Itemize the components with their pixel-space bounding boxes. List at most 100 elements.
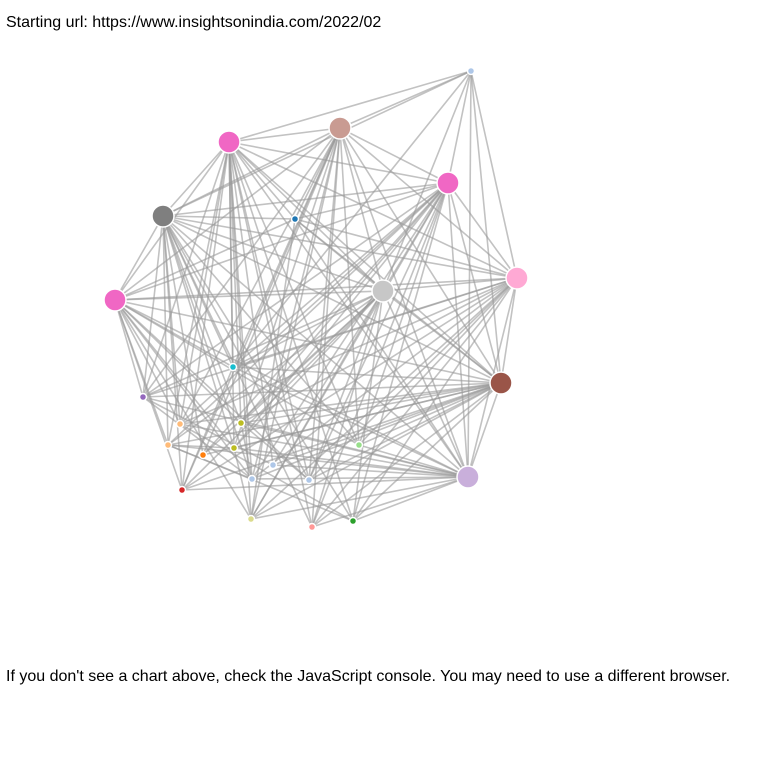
graph-edge [202,290,384,456]
graph-edge [142,215,164,398]
graph-edge [447,182,502,384]
graph-edge [240,382,502,424]
graph-node[interactable] [236,418,246,428]
graph-node[interactable] [348,516,358,526]
graph-edge [447,70,472,184]
graph-node[interactable] [198,450,208,460]
graph-edge [447,182,469,478]
graph-edge [162,215,518,279]
graph-edge [162,215,242,424]
graph-edge [470,70,502,384]
graph-edge [251,476,469,480]
graph-node[interactable] [138,392,148,402]
graph-node[interactable] [466,66,476,76]
graph-edge [114,299,144,398]
graph-edge [162,215,204,456]
graph-edge [308,290,384,481]
graph-node[interactable] [456,465,480,489]
graph-edge [114,127,341,301]
graph-edge [114,299,310,481]
graph-edge [162,141,230,217]
graph-edge [167,444,354,522]
graph-edge [228,141,469,478]
graph-edge [232,70,472,368]
graph-edge [447,182,518,279]
graph-edge [202,182,449,456]
graph-edge [467,70,472,478]
chart-fallback-message: If you don't see a chart above, check th… [6,668,731,685]
graph-edge [228,141,360,446]
graph-node[interactable] [371,279,395,303]
graph-edge [167,290,384,446]
graph-node[interactable] [290,214,300,224]
graph-node[interactable] [163,440,173,450]
graph-edge [358,277,518,446]
graph-edge [240,422,253,480]
graph-edge [250,218,296,520]
graph-edge [339,127,469,478]
graph-edge [162,215,235,449]
starting-url-label: Starting url: https://www.insightsonindi… [6,14,382,31]
graph-edge [358,444,469,478]
graph-edge [358,382,502,446]
graph-edge [251,382,502,480]
graph-edge [339,127,518,279]
graph-node[interactable] [175,419,185,429]
graph-edge [467,382,502,478]
graph-links [114,70,518,528]
graph-edge [272,290,384,466]
graph-edge [240,277,518,424]
graph-edge [311,182,449,528]
graph-edge [142,396,253,480]
graph-node[interactable] [328,116,352,140]
graph-edge [181,277,518,491]
graph-nodes[interactable] [103,66,529,532]
graph-edge [179,127,341,425]
graph-edge [272,464,469,478]
graph-edge [179,182,449,425]
force-directed-graph[interactable] [0,0,766,640]
graph-edge [311,382,502,528]
graph-edge [250,127,341,520]
graph-edge [114,218,296,301]
graph-node[interactable] [228,362,238,372]
graph-node[interactable] [246,514,256,524]
graph-node[interactable] [177,485,187,495]
graph-node[interactable] [436,171,460,195]
graph-edge [232,182,449,368]
graph-node[interactable] [247,474,257,484]
graph-node[interactable] [505,266,529,290]
graph-node[interactable] [151,204,175,228]
graph-edge [162,215,296,220]
graph-edge [232,366,502,384]
graph-edge [142,396,274,466]
graph-node[interactable] [268,460,278,470]
graph-edge [250,290,384,520]
graph-node[interactable] [304,475,314,485]
graph-edge [240,422,310,481]
graph-edge [470,70,518,279]
graph-edge [179,423,354,522]
graph-edge [167,444,469,478]
graph-edge [272,382,502,466]
graph-edge [142,382,502,398]
graph-edge [228,141,274,466]
graph-edge [167,182,449,446]
graph-edge [232,290,384,368]
graph-node[interactable] [103,288,127,312]
graph-edge [142,127,341,398]
graph-edge [311,290,384,528]
graph-node[interactable] [307,522,317,532]
graph-edge [142,277,518,398]
graph-node[interactable] [489,371,513,395]
graph-edge [382,70,472,292]
graph-edge [228,141,310,481]
graph-node[interactable] [229,443,239,453]
graph-edge [114,277,518,301]
graph-node[interactable] [354,440,364,450]
graph-node[interactable] [217,130,241,154]
graph-edge [114,299,252,520]
graph-edge [311,277,518,528]
graph-edge [228,127,341,143]
